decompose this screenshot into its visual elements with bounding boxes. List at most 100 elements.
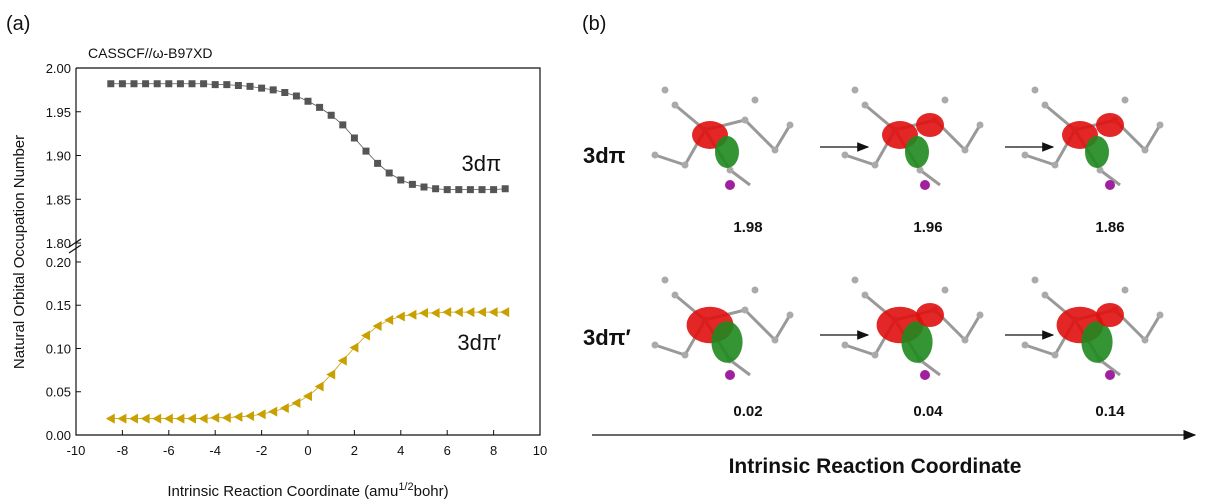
occupation-label: 0.14 <box>1095 403 1125 420</box>
point <box>431 308 440 318</box>
bond <box>965 315 980 340</box>
atom <box>1042 292 1049 299</box>
atom <box>682 162 689 169</box>
atom <box>852 277 859 284</box>
point <box>141 414 150 424</box>
point <box>187 414 196 424</box>
point <box>131 80 138 87</box>
atom <box>1052 352 1059 359</box>
row-label: 3dπ <box>583 143 626 168</box>
x-tick-label: -2 <box>256 443 268 458</box>
point <box>270 86 277 93</box>
atom <box>920 180 930 190</box>
orbital-lobe <box>1096 303 1124 327</box>
bond <box>1025 155 1055 165</box>
y-tick-label: 0.05 <box>46 385 71 400</box>
atom <box>1022 152 1029 159</box>
point <box>409 181 416 188</box>
point <box>502 185 509 192</box>
atom <box>1157 312 1164 319</box>
point <box>119 80 126 87</box>
orbital-lobe <box>1081 321 1112 363</box>
atom <box>742 307 749 314</box>
orbital-lobe <box>1085 136 1109 168</box>
y-tick-label: 1.80 <box>46 236 71 251</box>
point <box>164 414 173 424</box>
atom <box>977 312 984 319</box>
orbital-lobe <box>916 113 944 137</box>
point <box>407 310 416 320</box>
atom <box>725 180 735 190</box>
y-tick-label: 0.15 <box>46 298 71 313</box>
point <box>177 80 184 87</box>
atom <box>942 287 949 294</box>
point <box>432 185 439 192</box>
point <box>467 186 474 193</box>
point <box>421 184 428 191</box>
atom <box>842 152 849 159</box>
x-tick-label: 6 <box>444 443 451 458</box>
point <box>291 398 300 408</box>
point <box>223 81 230 88</box>
point <box>199 414 208 424</box>
point <box>338 356 347 366</box>
point <box>258 85 265 92</box>
atom <box>872 162 879 169</box>
point <box>212 81 219 88</box>
atom <box>842 342 849 349</box>
molecule <box>652 277 794 381</box>
atom <box>1122 287 1129 294</box>
point <box>351 135 358 142</box>
atom <box>682 352 689 359</box>
point <box>142 80 149 87</box>
atom <box>862 102 869 109</box>
bond <box>1025 345 1055 355</box>
point <box>444 186 451 193</box>
atom <box>725 370 735 380</box>
orbital-lobe <box>905 136 929 168</box>
atom <box>1032 87 1039 94</box>
point <box>106 414 115 424</box>
y-tick-label: 1.85 <box>46 192 71 207</box>
axis-frame <box>76 68 540 435</box>
molecule <box>842 87 984 191</box>
y-tick-label: 0.20 <box>46 255 71 270</box>
atom <box>772 337 779 344</box>
x-tick-label: 0 <box>304 443 311 458</box>
point <box>189 80 196 87</box>
point <box>293 93 300 100</box>
atom <box>1105 370 1115 380</box>
atom <box>962 147 969 154</box>
x-tick-label: -4 <box>209 443 221 458</box>
atom <box>662 277 669 284</box>
atom <box>772 147 779 154</box>
point <box>129 414 138 424</box>
molecule <box>1022 87 1164 191</box>
orbital-lobe <box>715 136 739 168</box>
molecule-images <box>652 87 1164 381</box>
panel-label: (a) <box>6 13 30 35</box>
point <box>210 413 219 423</box>
atom <box>787 122 794 129</box>
point <box>363 148 370 155</box>
point <box>397 177 404 184</box>
point <box>386 170 393 177</box>
point <box>374 160 381 167</box>
atom <box>672 102 679 109</box>
point <box>477 307 486 317</box>
point <box>200 80 207 87</box>
point <box>233 412 242 422</box>
orbital-lobe <box>711 321 742 363</box>
row-label: 3dπ′ <box>583 325 631 350</box>
point <box>490 186 497 193</box>
occupation-label: 1.98 <box>733 219 762 236</box>
point <box>465 307 474 317</box>
orbital-lobe <box>901 321 932 363</box>
point <box>305 98 312 105</box>
bond <box>775 125 790 150</box>
x-tick-label: 8 <box>490 443 497 458</box>
atom <box>920 370 930 380</box>
molecule <box>652 87 794 191</box>
y-tick-label: 0.10 <box>46 341 71 356</box>
atom <box>672 292 679 299</box>
